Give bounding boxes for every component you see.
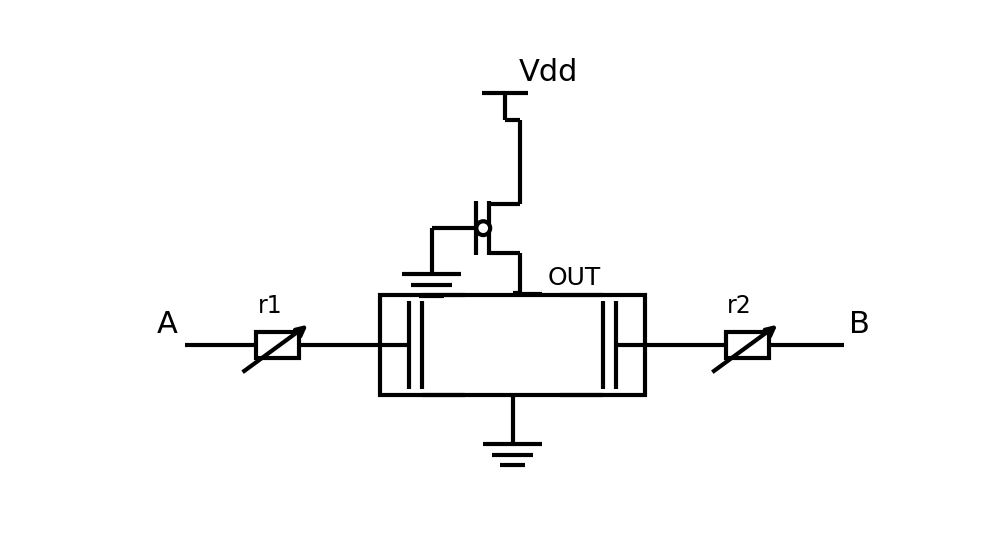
Circle shape <box>476 221 490 235</box>
Text: r2: r2 <box>727 294 752 318</box>
Bar <box>380 295 645 395</box>
Text: Vdd: Vdd <box>519 58 578 88</box>
Text: OUT: OUT <box>547 266 600 290</box>
Text: B: B <box>849 310 869 339</box>
Bar <box>256 332 299 358</box>
Bar <box>726 332 769 358</box>
Text: A: A <box>157 310 178 339</box>
Text: r1: r1 <box>258 294 282 318</box>
